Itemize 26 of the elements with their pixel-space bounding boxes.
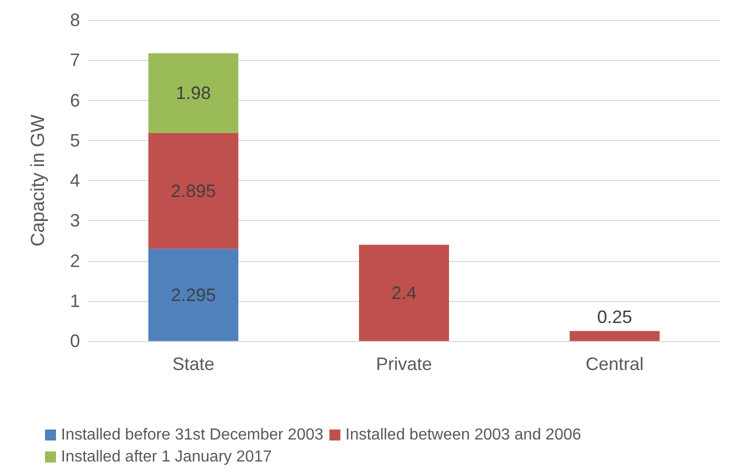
data-label: 2.4: [391, 282, 417, 303]
bar: [570, 330, 660, 341]
x-tick-label: Central: [586, 354, 644, 374]
data-label: 1.98: [176, 83, 211, 104]
y-tick-label: 6: [70, 90, 80, 110]
y-tick-label: 2: [70, 250, 80, 271]
y-tick-label: 7: [70, 50, 80, 70]
y-tick-label: 3: [70, 210, 80, 231]
x-tick-label: State: [172, 354, 214, 374]
data-label: 0.25: [597, 306, 632, 327]
legend-label: Installed between 2003 and 2006: [345, 426, 582, 444]
legend-label: Installed before 31st December 2003: [61, 426, 324, 444]
bar: [148, 132, 238, 249]
bar: [148, 53, 238, 133]
y-tick-label: 5: [70, 130, 80, 150]
data-label: 2.895: [170, 180, 216, 201]
bar: [148, 248, 238, 341]
y-tick-label: 0: [70, 331, 80, 351]
x-tick-label: Private: [376, 354, 432, 374]
data-label: 2.295: [170, 284, 216, 305]
y-tick-label: 8: [70, 10, 80, 30]
y-tick-label: 1: [70, 290, 80, 311]
bar: [359, 244, 449, 341]
legend-label: Installed after 1 January 2017: [61, 448, 272, 466]
y-tick-label: 4: [70, 170, 80, 190]
y-axis-title: Capacity in GW: [28, 114, 49, 246]
